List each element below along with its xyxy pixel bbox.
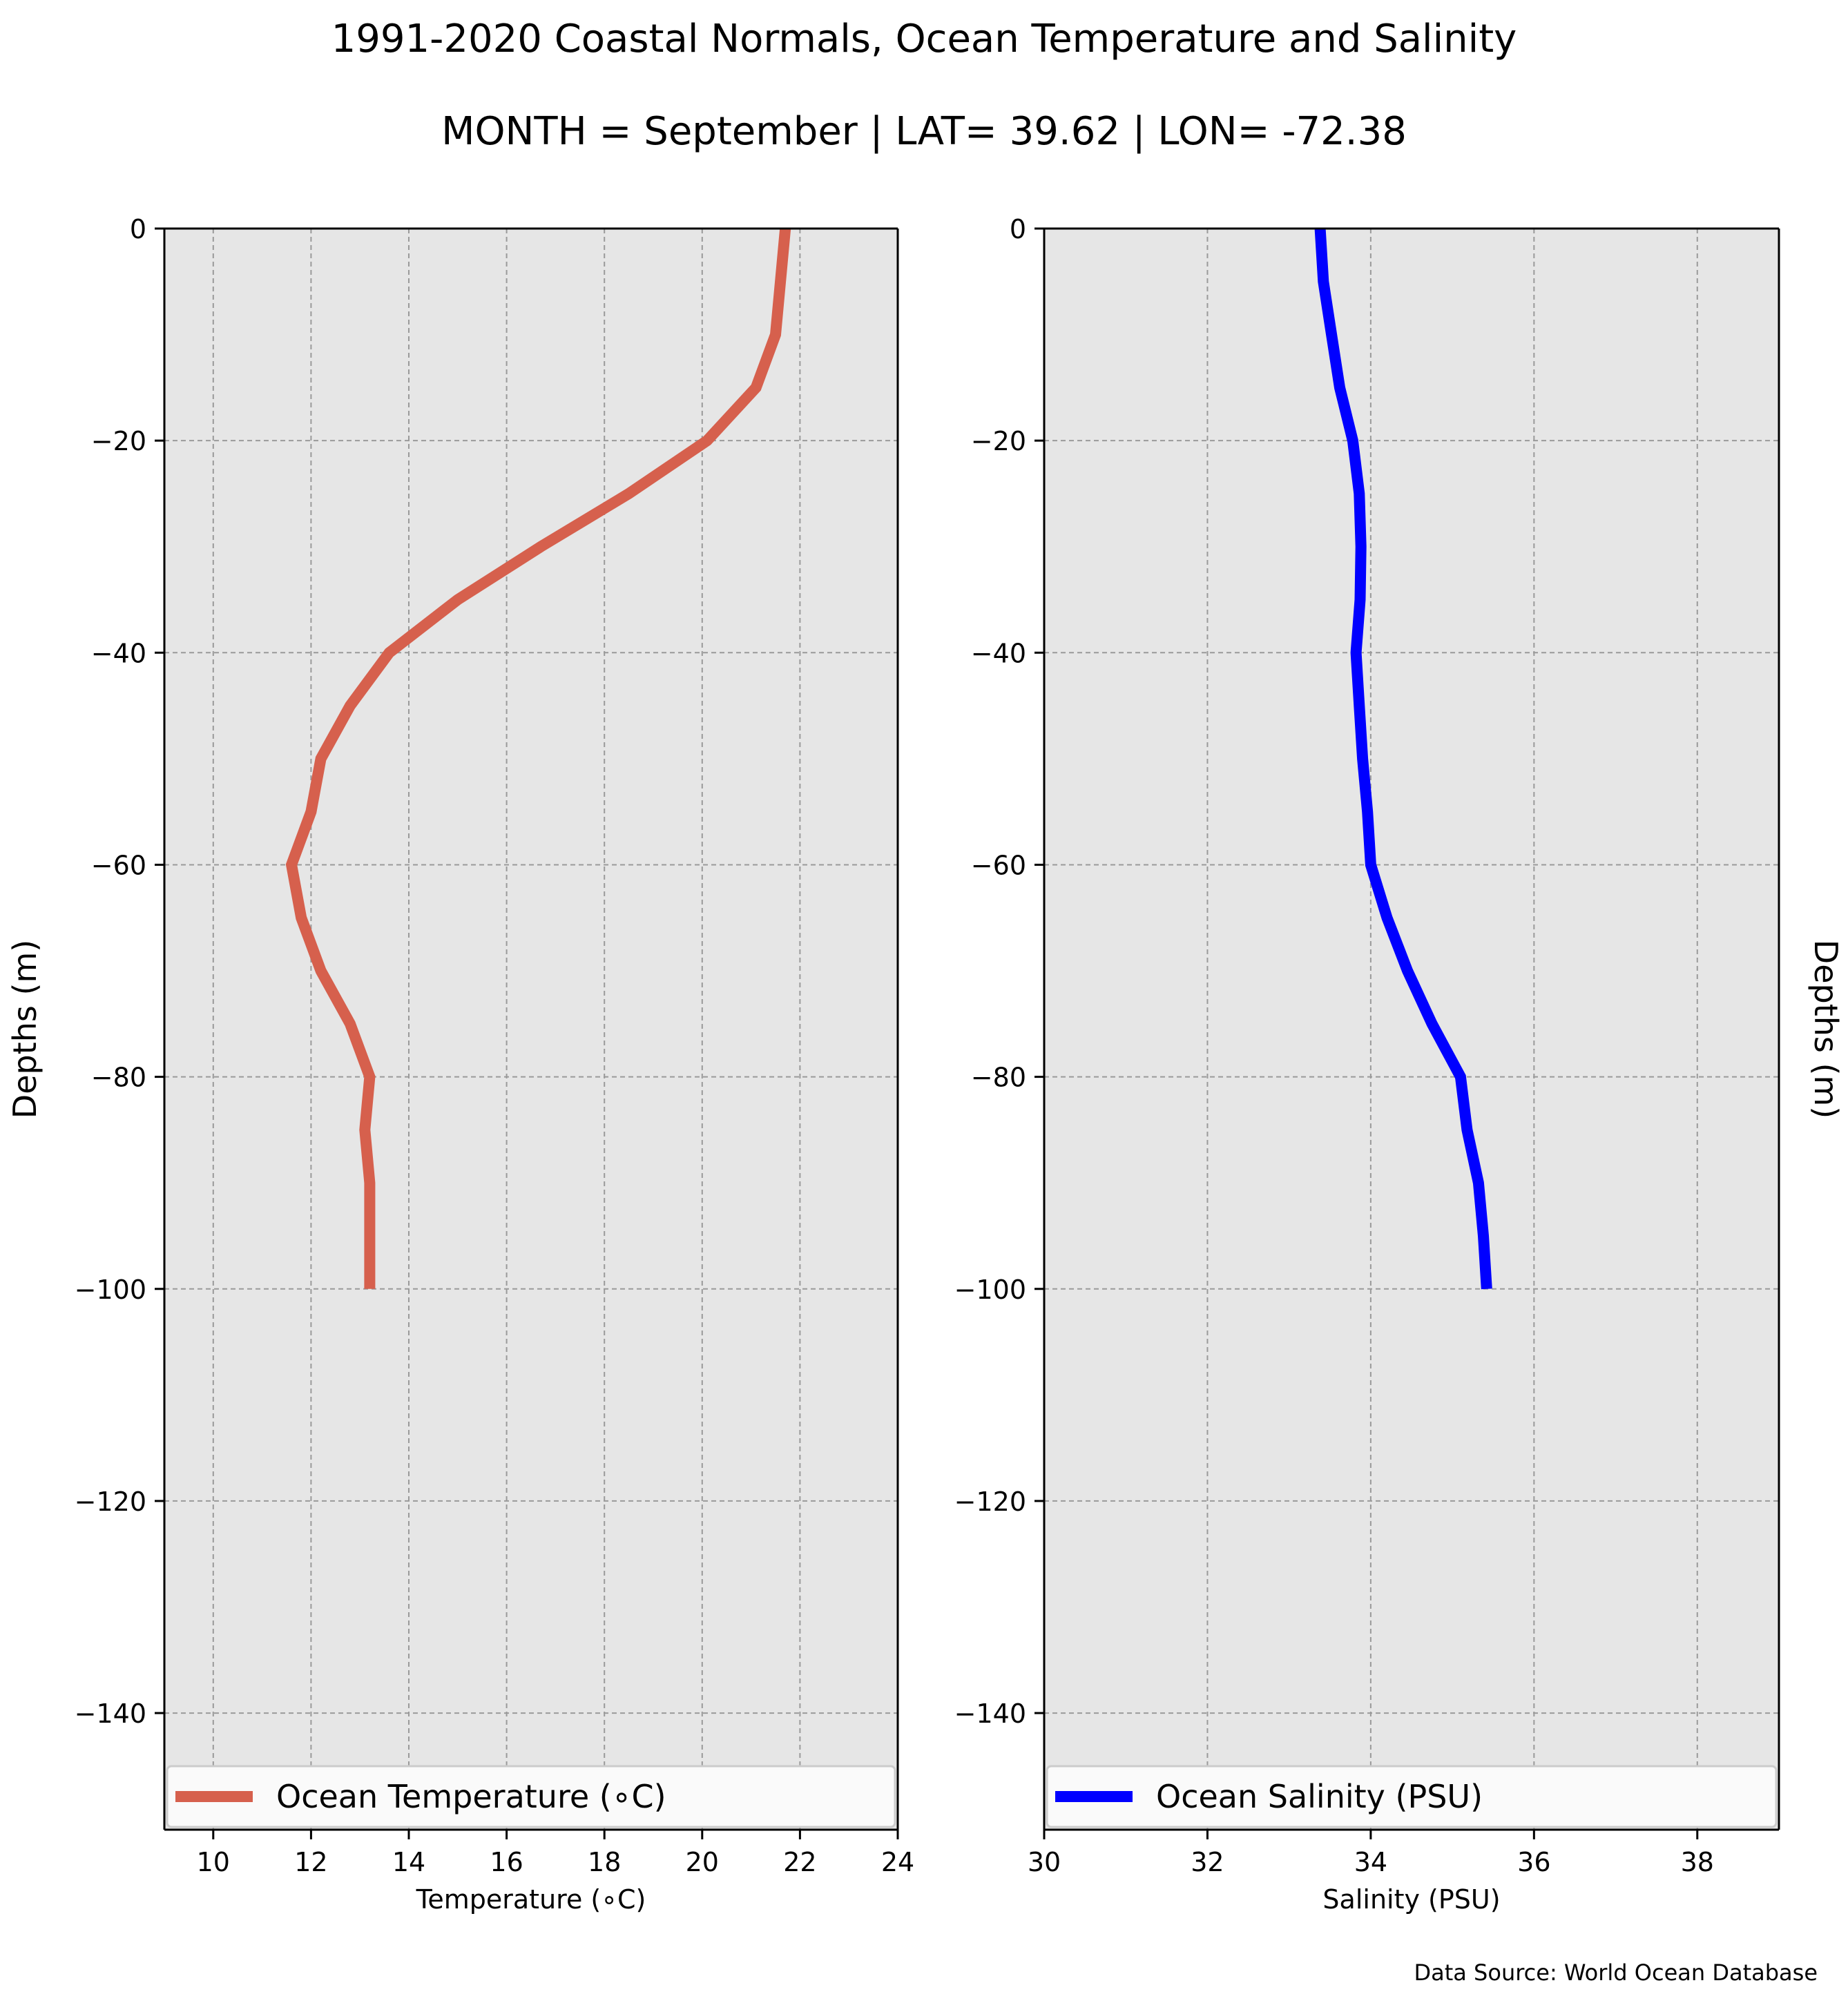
data-line-1: [1314, 228, 1492, 1290]
y-tick-label: −40: [971, 638, 1026, 668]
legend-box: [166, 1765, 896, 1828]
x-tick-label: 30: [1028, 1847, 1061, 1877]
x-tick-label: 34: [1354, 1847, 1387, 1877]
x-axis-label: Temperature (∘C): [416, 1884, 646, 1915]
y-axis-label: Depths (m): [1807, 940, 1845, 1119]
x-tick-label: 18: [588, 1847, 621, 1877]
chart-subtitle: MONTH = September | LAT= 39.62 | LON= -7…: [441, 109, 1407, 154]
x-tick-label: 38: [1681, 1847, 1714, 1877]
x-tick-label: 14: [392, 1847, 425, 1877]
y-tick-label: 0: [1010, 214, 1026, 244]
y-tick-label: −100: [75, 1275, 146, 1305]
data-line-1: [285, 228, 791, 1289]
x-tick-label: 24: [881, 1847, 914, 1877]
x-tick-label: 32: [1191, 1847, 1224, 1877]
y-tick-label: −80: [971, 1063, 1026, 1093]
y-tick-label: −20: [91, 426, 146, 456]
y-tick-label: −60: [91, 850, 146, 880]
y-tick-label: −100: [954, 1275, 1026, 1305]
legend-box: [1046, 1765, 1778, 1828]
x-tick-label: 36: [1517, 1847, 1550, 1877]
data-source-note: Data Source: World Ocean Database: [1414, 1960, 1818, 1986]
legend-label: Ocean Temperature (∘C): [276, 1778, 666, 1815]
chart-panel-2: Ocean Salinity (PSU) 30 32 34 36 38 0 −20 −40 −60…: [954, 214, 1845, 1915]
x-tick-label: 20: [686, 1847, 719, 1877]
x-tick-label: 10: [197, 1847, 230, 1877]
y-tick-label: 0: [130, 214, 146, 244]
y-tick-label: −120: [954, 1487, 1026, 1517]
x-tick-label: 12: [294, 1847, 327, 1877]
y-tick-label: −140: [954, 1699, 1026, 1729]
y-tick-label: −120: [75, 1487, 146, 1517]
x-axis-label: Salinity (PSU): [1322, 1884, 1500, 1915]
y-tick-label: −60: [971, 850, 1026, 880]
plot-area: [1044, 229, 1779, 1830]
y-tick-label: −80: [91, 1063, 146, 1093]
plot-area: [164, 229, 898, 1830]
chart-panel-1: Ocean Temperature (∘C) 10 12 14 16 18 20 22 24 0 −…: [6, 214, 914, 1915]
chart-title: 1991-2020 Coastal Normals, Ocean Tempera…: [331, 17, 1517, 61]
y-tick-label: −40: [91, 638, 146, 668]
y-tick-label: −140: [75, 1699, 146, 1729]
y-axis-label: Depths (m): [6, 940, 44, 1119]
x-tick-label: 22: [783, 1847, 816, 1877]
y-tick-label: −20: [971, 426, 1026, 456]
x-tick-label: 16: [490, 1847, 523, 1877]
legend-label: Ocean Salinity (PSU): [1156, 1778, 1483, 1815]
